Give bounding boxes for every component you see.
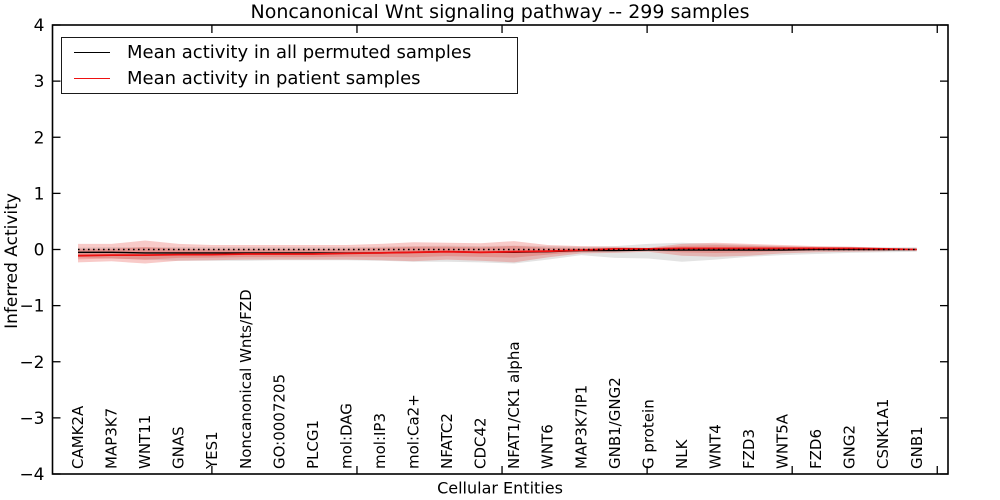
patient-mean-line — [77, 247, 917, 257]
x-category-label: WNT6 — [539, 424, 557, 469]
y-tick-label: −2 — [19, 353, 44, 373]
y-tick-label: −3 — [19, 409, 44, 429]
x-category-label: GNAS — [170, 426, 188, 469]
y-tick-label: −1 — [19, 297, 44, 317]
legend: Mean activity in all permuted samples Me… — [61, 37, 518, 94]
y-tick-label: 0 — [34, 241, 45, 261]
x-category-label: mol:Ca2+ — [405, 394, 423, 469]
y-tick-label: 3 — [34, 72, 45, 92]
x-category-label: FZD6 — [807, 429, 825, 469]
x-category-label: NLK — [673, 438, 691, 469]
x-category-label: Noncanonical Wnts/FZD — [237, 289, 255, 469]
x-category-label: NFATC2 — [438, 413, 456, 469]
x-category-label: GNB1/GNG2 — [606, 377, 624, 469]
legend-item-permuted: Mean activity in all permuted samples — [62, 42, 517, 63]
y-tick-label: 2 — [34, 128, 45, 148]
legend-line-sample-red — [74, 77, 110, 79]
chart-title: Noncanonical Wnt signaling pathway -- 29… — [250, 1, 750, 23]
x-category-label: mol:IP3 — [371, 413, 389, 469]
x-category-label: MAP3K7IP1 — [572, 385, 590, 469]
x-category-label: GO:0007205 — [270, 374, 288, 469]
legend-item-patient: Mean activity in patient samples — [62, 68, 517, 89]
x-category-label: WNT4 — [706, 424, 724, 469]
x-axis-label: Cellular Entities — [437, 478, 563, 498]
x-category-label: GNG2 — [841, 425, 859, 469]
y-tick-label: 4 — [34, 16, 45, 36]
y-axis-label: Inferred Activity — [2, 193, 22, 329]
x-category-label: PLCG1 — [304, 420, 322, 469]
legend-label-patient: Mean activity in patient samples — [127, 67, 421, 89]
x-category-label: WNT5A — [774, 413, 792, 469]
x-category-label: MAP3K7 — [103, 408, 121, 469]
x-category-label: G protein — [639, 399, 657, 469]
x-category-label: FZD3 — [740, 429, 758, 469]
x-category-label: mol:DAG — [337, 403, 355, 469]
legend-label-permuted: Mean activity in all permuted samples — [127, 42, 472, 64]
legend-line-sample-black — [74, 52, 110, 54]
y-tick-label: 1 — [34, 184, 45, 204]
x-category-label: CAMK2A — [69, 405, 87, 469]
x-category-label: CSNK1A1 — [874, 399, 892, 469]
x-category-label: GNB1 — [908, 426, 926, 469]
x-category-label: CDC42 — [472, 417, 490, 469]
x-category-label: YES1 — [203, 431, 221, 470]
y-tick-label: −4 — [19, 465, 44, 485]
x-category-label: NFAT1/CK1 alpha — [505, 341, 523, 469]
x-category-label: WNT11 — [136, 415, 154, 469]
